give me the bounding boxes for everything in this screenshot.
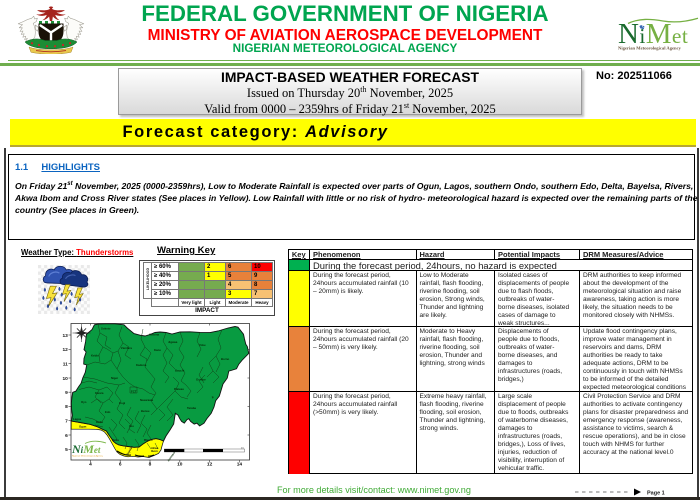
svg-text:NiMet: NiMet	[618, 18, 688, 50]
svg-text:Ogun: Ogun	[79, 425, 87, 429]
svg-text:Katsina: Katsina	[149, 333, 160, 337]
svg-text:Kogi: Kogi	[119, 401, 125, 405]
svg-text:NiMet: NiMet	[71, 442, 101, 456]
svg-text:5: 5	[65, 447, 68, 453]
svg-text:Zamfara: Zamfara	[121, 346, 132, 350]
svg-text:Akwa: Akwa	[151, 446, 159, 450]
svg-text:Delta: Delta	[112, 438, 119, 442]
svg-text:Ibom: Ibom	[151, 449, 158, 453]
svg-text:Rivers: Rivers	[144, 438, 153, 442]
svg-text:Imo: Imo	[129, 424, 134, 428]
svg-text:Kebbi: Kebbi	[91, 354, 99, 358]
svg-text:Yobe: Yobe	[199, 343, 206, 347]
svg-text:13: 13	[62, 333, 68, 339]
svg-text:Kano: Kano	[154, 348, 161, 352]
svg-text:10: 10	[177, 462, 183, 468]
svg-text:Benue: Benue	[141, 409, 150, 413]
svg-text:14: 14	[237, 462, 243, 468]
svg-text:8: 8	[149, 462, 152, 468]
svg-text:12: 12	[207, 462, 213, 468]
svg-text:12: 12	[62, 347, 68, 353]
svg-text:Kwara: Kwara	[95, 391, 104, 395]
svg-text:Nasarawa: Nasarawa	[140, 398, 154, 402]
svg-text:km: km	[241, 448, 244, 450]
svg-text:Jigawa: Jigawa	[168, 340, 178, 344]
svg-text:9: 9	[65, 390, 68, 396]
svg-text:Oyo: Oyo	[81, 400, 87, 404]
svg-text:Page 1: Page 1	[647, 491, 665, 497]
svg-text:6: 6	[119, 462, 122, 468]
svg-text:Lagos: Lagos	[73, 417, 82, 421]
svg-text:Taraba: Taraba	[187, 406, 196, 410]
svg-text:Nigerian Meteorological Agency: Nigerian Meteorological Agency	[72, 455, 104, 458]
svg-text:Bayelsa: Bayelsa	[125, 445, 134, 457]
svg-text:Kaduna: Kaduna	[136, 363, 147, 367]
svg-text:11: 11	[63, 361, 68, 367]
svg-text:FCT: FCT	[131, 390, 137, 394]
svg-text:Nigerian Meteorological Agency: Nigerian Meteorological Agency	[618, 46, 682, 51]
svg-text:Gombe: Gombe	[196, 378, 206, 382]
svg-text:4: 4	[89, 462, 92, 468]
svg-text:7: 7	[65, 419, 68, 425]
svg-text:Plateau: Plateau	[174, 387, 184, 391]
svg-text:Edo: Edo	[105, 410, 111, 414]
svg-text:8: 8	[65, 404, 68, 410]
svg-text:6: 6	[65, 433, 68, 439]
svg-text:Bauchi: Bauchi	[175, 369, 185, 373]
svg-text:Borno: Borno	[221, 357, 230, 361]
svg-text:Sokoto: Sokoto	[101, 327, 111, 331]
svg-text:Delta: Delta	[96, 420, 103, 424]
svg-text:10: 10	[62, 376, 68, 382]
svg-text:Niger: Niger	[111, 376, 119, 380]
